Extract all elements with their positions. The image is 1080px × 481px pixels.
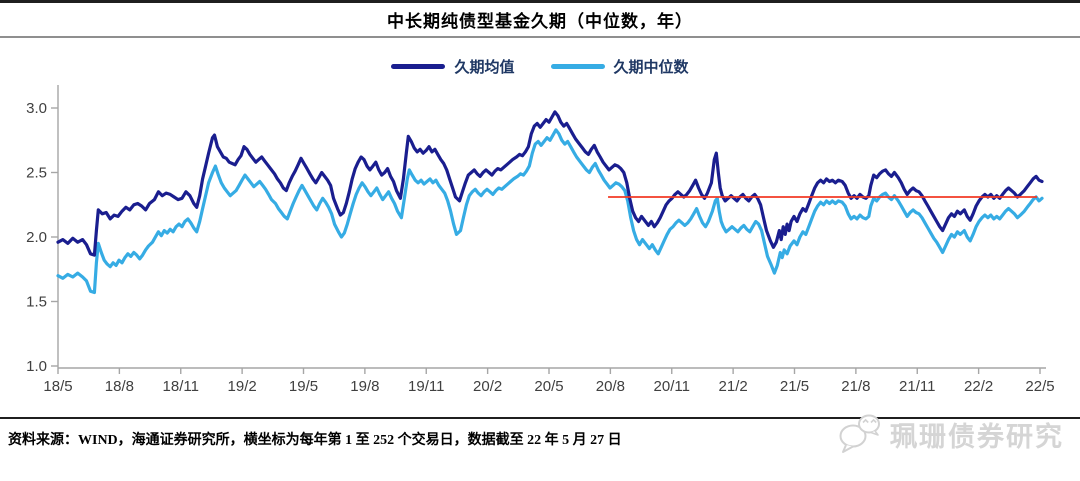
- y-tick-label: 3.0: [26, 100, 47, 117]
- y-tick-label: 1.5: [26, 294, 47, 311]
- x-tick-label: 21/11: [899, 378, 935, 395]
- y-tick-label: 1.0: [26, 358, 47, 375]
- x-tick-label: 19/2: [228, 378, 257, 395]
- chart-title: 中长期纯债型基金久期（中位数，年）: [387, 12, 693, 31]
- y-tick-label: 2.0: [26, 229, 47, 246]
- x-tick-label: 21/8: [841, 378, 870, 395]
- legend-swatch-mean: [391, 64, 446, 69]
- x-tick-label: 18/11: [163, 378, 199, 395]
- legend-label-median: 久期中位数: [613, 60, 689, 76]
- series-line-median: [56, 128, 1044, 295]
- watermark-text: 珮珊债券研究: [890, 421, 1064, 452]
- y-tick-label: 2.5: [26, 165, 47, 182]
- legend-item-mean: 久期均值: [391, 56, 515, 77]
- x-tick-label: 19/11: [408, 378, 444, 395]
- x-tick-label: 20/11: [654, 378, 690, 395]
- x-tick-label: 21/2: [719, 378, 748, 395]
- watermark: 珮珊债券研究: [838, 414, 1064, 454]
- x-tick-label: 20/2: [473, 378, 502, 395]
- x-tick-label: 22/5: [1025, 378, 1054, 395]
- x-tick-label: 18/8: [105, 378, 134, 395]
- legend-label-mean: 久期均值: [454, 60, 515, 76]
- legend-item-median: 久期中位数: [550, 56, 689, 77]
- footer-divider: [0, 417, 1080, 419]
- source-text: 资料来源：WIND，海通证券研究所，横坐标为每年第 1 至 252 个交易日，数…: [8, 433, 622, 448]
- wechat-icon: [839, 414, 880, 453]
- series-line-mean: [56, 110, 1044, 257]
- legend-swatch-median: [550, 64, 605, 69]
- x-tick-label: 20/8: [596, 378, 625, 395]
- x-tick-label: 19/8: [350, 378, 379, 395]
- x-tick-label: 18/5: [43, 378, 72, 395]
- x-tick-label: 21/5: [780, 378, 809, 395]
- x-tick-label: 19/5: [289, 378, 318, 395]
- x-tick-label: 20/5: [534, 378, 563, 395]
- chart-title-bar: 中长期纯债型基金久期（中位数，年）: [0, 0, 1080, 38]
- x-tick-label: 22/2: [964, 378, 993, 395]
- chart-legend: 久期均值 久期中位数: [0, 56, 1080, 77]
